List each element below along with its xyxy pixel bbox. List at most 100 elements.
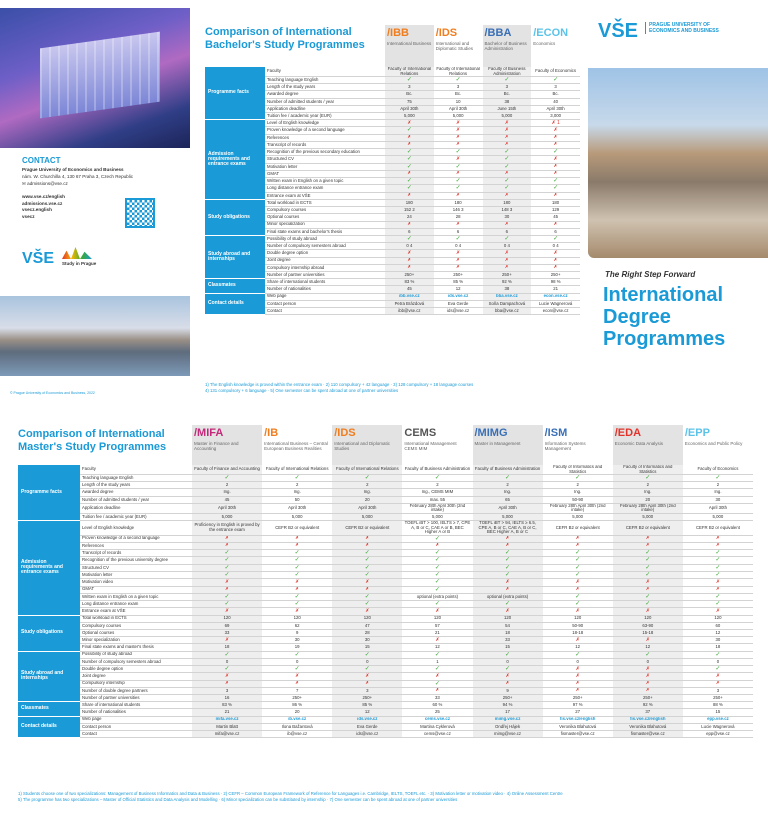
row-label: Possibility of study abroad [265, 235, 385, 244]
cell: 83 % [192, 701, 263, 710]
cell: Ing. [542, 488, 613, 497]
cell: bba.vse.cz [482, 293, 532, 301]
cell: ✓ [542, 474, 613, 483]
cell: Ing. [612, 488, 683, 497]
row-label: Length of the study years [265, 83, 385, 92]
programme-code: /BBA [484, 27, 512, 39]
cell: ✗ [192, 607, 263, 616]
cell: ✗ [262, 542, 333, 551]
row-label: Transcript of records [80, 549, 192, 558]
section-label: Contact details [205, 293, 265, 316]
cell: 180 [385, 199, 434, 208]
cell: ✓ [433, 76, 483, 85]
contact-link: www.vse.cz/english [22, 193, 65, 199]
cell: ✗ [612, 665, 683, 674]
cell: ✗ [402, 542, 473, 551]
cell: 120 [612, 615, 683, 623]
cell: 5,000 [385, 112, 434, 121]
cell: 37 [612, 708, 683, 717]
cell: ✗ [542, 586, 613, 594]
row-label: Web page [80, 716, 192, 724]
cell: 57 [402, 622, 473, 630]
cell: ✓ [531, 184, 580, 193]
header-row: /MIFA Master in Finance and Accounting/IB… [18, 425, 753, 465]
cell: ✗ [472, 607, 543, 616]
programme-header: /BBA Bachelor of Business Administration [482, 25, 532, 67]
cell: ✗ [531, 221, 580, 229]
cell: 5,000 [682, 513, 753, 522]
section-label: Programme facts [18, 465, 80, 522]
cell: 0 [332, 658, 403, 667]
programme-name: International and Diplomatic Studies [334, 441, 391, 451]
cell: ✓ [472, 556, 543, 565]
row-label: Contact person [265, 300, 385, 308]
cell: ✓ [433, 148, 483, 157]
cell: 38 [482, 98, 532, 106]
footnote: 4) 131 compulsory + 6 language · 5) One … [205, 388, 399, 394]
cell: Faculty of International Relations [385, 67, 434, 77]
cell: 65 [472, 496, 543, 504]
cell: ✓ [332, 549, 403, 558]
cell: 152 2 [385, 206, 434, 215]
row: Study abroad and internships Possibility … [18, 651, 753, 703]
cell: ✗ [402, 607, 473, 616]
row-label: Tuition fee / academic year (EUR) [80, 513, 192, 522]
cell: 120 [332, 615, 403, 623]
cell: ✗ [531, 249, 580, 258]
row-label: Faculty [80, 465, 192, 475]
footnote: 1) The English knowledge is proved withi… [205, 382, 474, 387]
cell: 45 [531, 213, 580, 222]
cell: ✗ [192, 680, 263, 688]
cell: cems@vse.cz [402, 730, 473, 739]
cell: ✓ [612, 549, 683, 558]
cell: ✓ [612, 564, 683, 572]
cell: 2 [472, 481, 543, 490]
cell: 0 [542, 658, 613, 667]
cell: ✓ [682, 593, 753, 602]
cell: ✓ [482, 148, 532, 157]
blank [205, 25, 385, 67]
cell: ✓ [531, 148, 580, 157]
row: Number of compulsory semesters abroad 0 0 0… [18, 658, 753, 667]
cell: 0 4 [482, 242, 532, 251]
row-label: Double degree option [265, 249, 385, 258]
cell: ✗ [385, 119, 434, 128]
cell: ✓ [332, 556, 403, 565]
row-label: Entrance exam at VŠE [265, 192, 385, 200]
cell: 120 [402, 615, 473, 623]
cell: ✓ [192, 556, 263, 565]
row-label: Optional courses [265, 213, 385, 222]
cell: ✗ [433, 134, 483, 142]
cell: 10 [433, 98, 483, 106]
section-label: Study abroad and internships [205, 235, 265, 280]
cell: Faculty of International Relations [332, 465, 403, 475]
cell: ✗ [433, 170, 483, 179]
cell: Faculty of Informatics and Statistics [542, 465, 613, 475]
cell: ✓ [402, 535, 473, 543]
cell: 250+ [385, 271, 434, 280]
cell: ✗ [402, 672, 473, 681]
cell: ✓ [682, 571, 753, 580]
cell: ✗ [385, 264, 434, 272]
programme-header: /IDS International and Diplomatic Studies [434, 25, 483, 67]
cell: Lucie Wagnerová [531, 300, 580, 308]
cell: 180 [433, 199, 483, 208]
row: GMAT ✗ ✗ ✗ ✗ [205, 170, 580, 179]
cell: ✗ [612, 535, 683, 543]
right-logo-text: PRAGUE UNIVERSITY OF ECONOMICS AND BUSIN… [645, 22, 740, 34]
cell: 86 % [262, 701, 333, 710]
cell: ✗ [612, 680, 683, 688]
cell: optional (extra points) [402, 593, 473, 602]
row: Written exam in English on a given topic… [18, 593, 753, 602]
cell: ✓ [612, 571, 683, 580]
cell: 97 % [542, 701, 613, 710]
cell: 92 % [612, 701, 683, 710]
cell: 2 [192, 481, 263, 490]
cell: 6 [482, 228, 532, 236]
cell: ✗ [402, 636, 473, 645]
cell: 24 [385, 213, 434, 222]
cell: 12 [402, 643, 473, 652]
row: Compulsory internship abroad ✗ ✗ ✗ ✗ [205, 264, 580, 272]
section-label: Study abroad and internships [18, 651, 80, 703]
cell: ✗ [531, 134, 580, 142]
